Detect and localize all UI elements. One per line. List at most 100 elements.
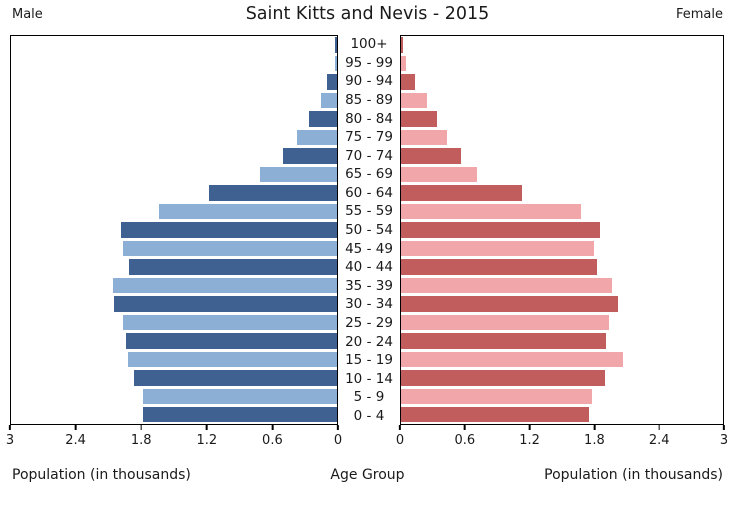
male-bar-70-74	[282, 148, 337, 164]
age-label-15-19: 15 - 19	[345, 352, 393, 369]
female-bar-row	[401, 91, 723, 109]
axis-tick-label: 2.4	[648, 433, 670, 448]
age-label-55-59: 55 - 59	[345, 203, 393, 220]
female-bar-row	[401, 313, 723, 331]
female-bar-25-29	[401, 314, 610, 331]
age-label-60-64: 60 - 64	[345, 184, 393, 201]
axis-tick-mark	[399, 425, 401, 430]
age-label-25-29: 25 - 29	[345, 314, 393, 331]
axis-tick: 1.8	[131, 425, 152, 448]
female-bar-45-49	[401, 240, 595, 257]
female-bar-10-14	[401, 370, 605, 386]
male-bar-row	[11, 147, 337, 165]
male-bar-55-59	[158, 203, 337, 220]
male-bar-row	[11, 54, 337, 72]
female-bar-row	[401, 369, 723, 387]
male-bar-45-49	[122, 240, 337, 257]
female-bar-70-74	[401, 148, 462, 164]
axis-tick: 0	[334, 425, 342, 448]
female-bar-55-59	[401, 203, 582, 220]
male-bar-0-4	[142, 406, 337, 423]
male-bar-20-24	[126, 333, 337, 349]
age-label-10-14: 10 - 14	[345, 370, 393, 387]
female-bar-20-24	[401, 333, 606, 349]
male-bar-row	[11, 202, 337, 220]
male-bar-row	[11, 332, 337, 350]
axis-tick: 1.2	[196, 425, 217, 448]
male-bar-65-69	[259, 166, 337, 183]
female-bar-row	[401, 239, 723, 257]
female-bar-50-54	[401, 222, 600, 238]
female-label: Female	[675, 7, 723, 22]
male-bar-row	[11, 313, 337, 331]
male-bar-row	[11, 239, 337, 257]
male-bar-75-79	[296, 129, 337, 146]
axis-tick-mark	[74, 425, 77, 430]
male-bar-95-99	[334, 55, 337, 72]
female-bar-row	[401, 295, 723, 313]
female-bar-row	[401, 110, 723, 128]
age-label-65-69: 65 - 69	[345, 166, 393, 183]
female-bar-75-79	[401, 129, 448, 146]
male-bar-row	[11, 128, 337, 146]
axis-tick-mark	[593, 425, 596, 430]
male-bar-60-64	[208, 185, 337, 201]
age-label-85-89: 85 - 89	[345, 92, 393, 109]
female-axis-caption: Population (in thousands)	[544, 467, 723, 483]
axis-tick: 0.6	[454, 425, 475, 448]
male-bar-row	[11, 165, 337, 183]
male-bar-30-34	[114, 296, 337, 312]
female-bar-row	[401, 221, 723, 239]
male-bar-row	[11, 276, 337, 294]
female-bar-row	[401, 165, 723, 183]
axis-tick-mark	[723, 425, 725, 430]
female-bar-40-44	[401, 259, 598, 275]
axis-tick: 1.8	[584, 425, 605, 448]
age-group-caption: Age Group	[330, 467, 405, 483]
age-label-20-24: 20 - 24	[345, 333, 393, 350]
male-bar-10-14	[133, 370, 337, 386]
axis-tick-label: 0.6	[262, 433, 283, 448]
age-label-90-94: 90 - 94	[345, 73, 393, 90]
female-bar-65-69	[401, 166, 478, 183]
male-bar-40-44	[129, 259, 337, 275]
female-bar-80-84	[401, 111, 438, 127]
female-bar-95-99	[401, 55, 407, 72]
age-label-35-39: 35 - 39	[345, 277, 393, 294]
age-label-5-9: 5 - 9	[353, 389, 385, 406]
axis-tick-mark	[658, 425, 660, 430]
chart-title: Saint Kitts and Nevis - 2015	[245, 4, 490, 24]
female-bar-85-89	[401, 92, 427, 109]
axis-tick-mark	[206, 425, 208, 430]
male-bar-35-39	[113, 277, 337, 294]
axis-tick: 3	[720, 425, 728, 448]
male-bar-row	[11, 258, 337, 276]
female-panel	[400, 35, 724, 425]
male-bar-50-54	[120, 222, 337, 238]
axis-tick-mark	[464, 425, 466, 430]
axis-tick: 1.2	[519, 425, 540, 448]
axis-tick-label: 3	[719, 433, 729, 448]
female-bar-row	[401, 332, 723, 350]
age-label-0-4: 0 - 4	[353, 407, 385, 424]
axis-tick: 3	[6, 425, 14, 448]
axis-tick-label: 3	[5, 433, 15, 448]
male-bar-row	[11, 295, 337, 313]
female-bar-35-39	[401, 277, 613, 294]
axis-tick-label: 1.8	[130, 433, 152, 448]
axis-tick-mark	[271, 425, 274, 430]
age-label-75-79: 75 - 79	[345, 129, 393, 146]
male-bar-100+	[334, 37, 337, 53]
male-bar-row	[11, 387, 337, 405]
axis-tick: 0.6	[262, 425, 283, 448]
age-label-95-99: 95 - 99	[345, 54, 393, 71]
male-bar-row	[11, 350, 337, 368]
male-bar-85-89	[320, 92, 337, 109]
axis-tick-mark	[140, 425, 142, 430]
male-axis: 3 2.4 1.8 1.2 0.6 0	[6, 425, 342, 459]
axis-tick: 0	[396, 425, 404, 448]
female-bar-90-94	[401, 74, 415, 90]
age-label-100+: 100+	[350, 36, 388, 53]
male-bar-row	[11, 91, 337, 109]
age-label-30-34: 30 - 34	[345, 296, 393, 313]
